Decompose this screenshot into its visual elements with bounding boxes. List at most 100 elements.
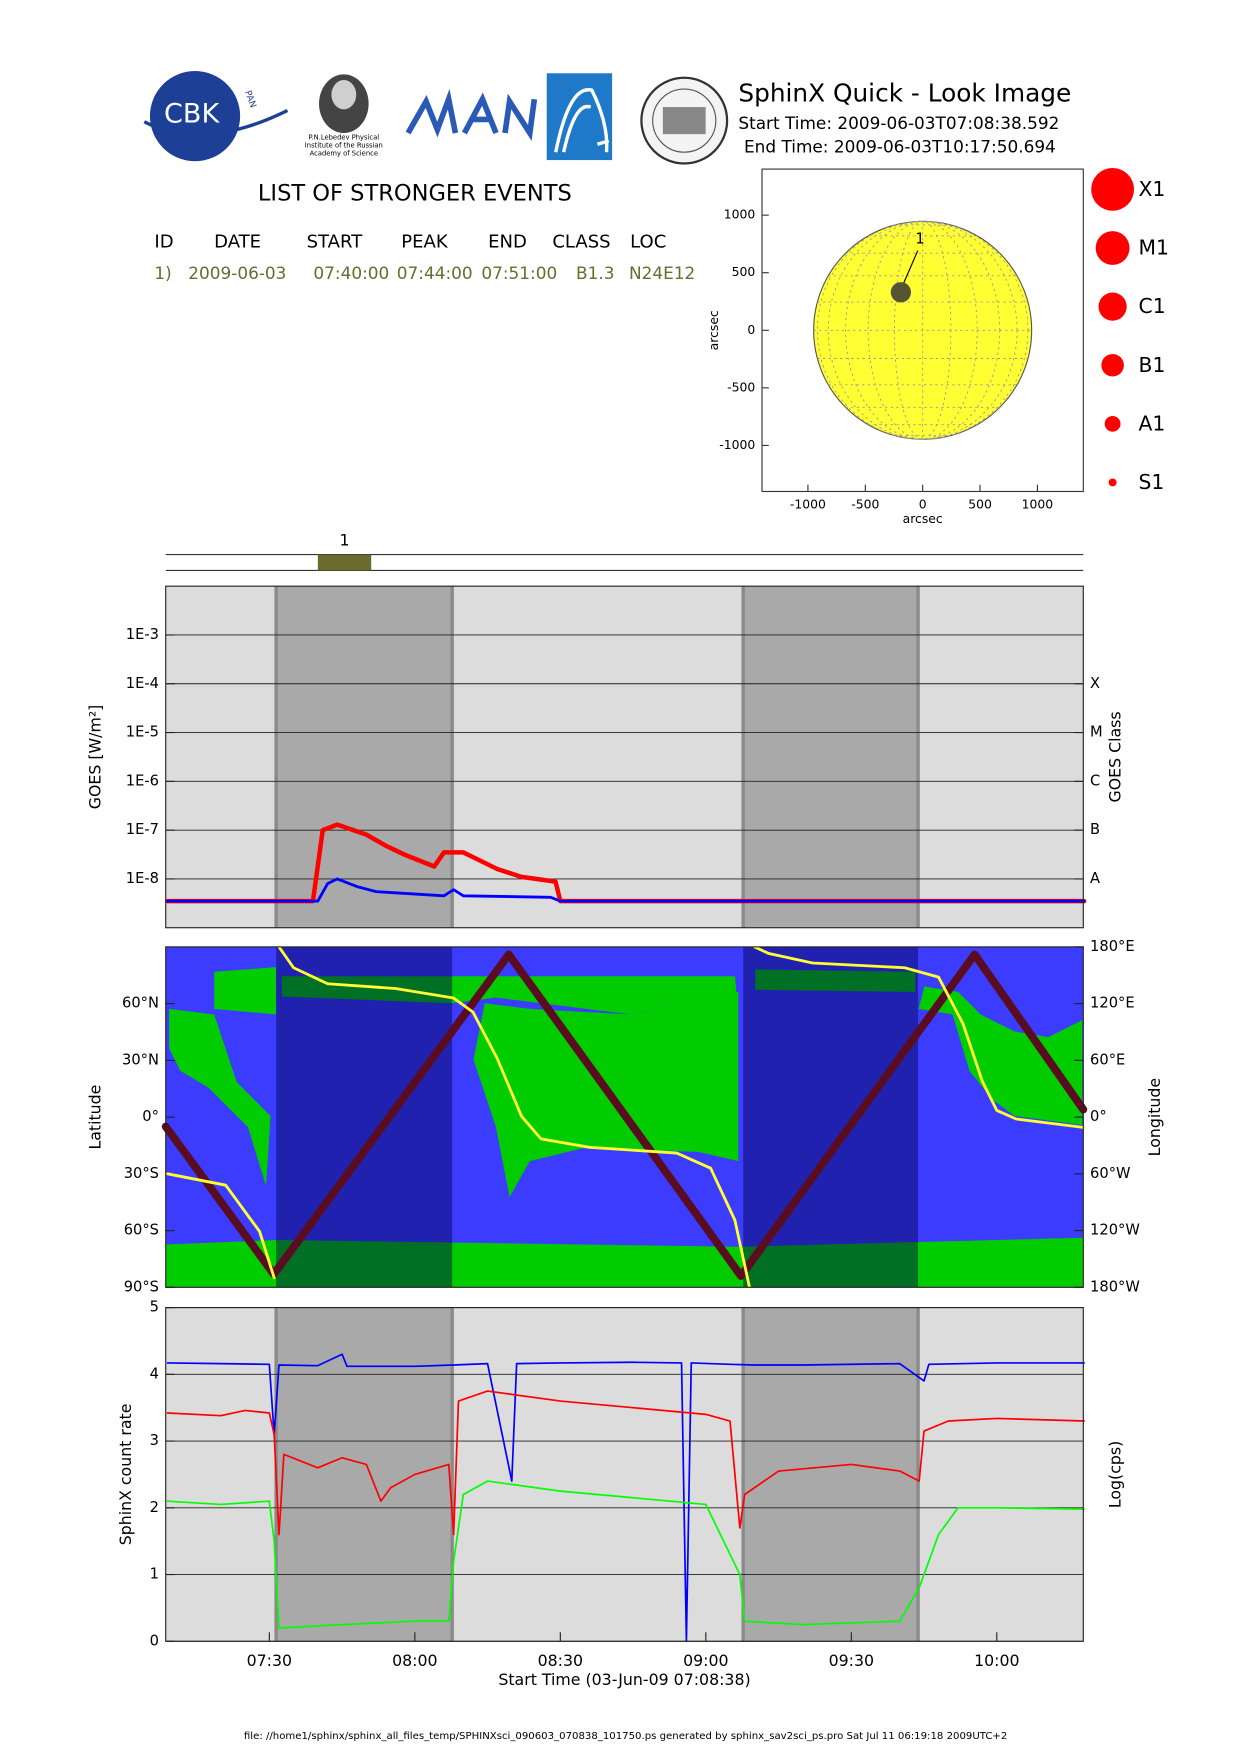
shaded-interval xyxy=(276,586,453,928)
y-axis-label: Latitude xyxy=(85,1085,104,1150)
seal-building xyxy=(662,107,706,135)
x-tick-label: -1000 xyxy=(790,497,826,512)
table-header: LOC xyxy=(630,231,666,252)
legend-label: C1 xyxy=(1139,294,1166,318)
y-tick-label: 1E-4 xyxy=(126,675,159,692)
plot-frame xyxy=(165,1307,1084,1642)
logo-arcs xyxy=(554,88,610,153)
institute-line: Academy of Science xyxy=(310,149,378,157)
x-axis-label: arcsec xyxy=(903,511,943,526)
legend-marker xyxy=(1095,231,1130,265)
y2-tick-label: A xyxy=(1090,870,1100,887)
y-tick-label: 60°S xyxy=(124,1222,159,1239)
plot-frame xyxy=(165,585,1084,929)
data-line xyxy=(166,1353,1085,1643)
y-tick-label: 0° xyxy=(142,1108,159,1125)
sheet-title: SphinX Quick - Look Image xyxy=(738,79,1071,108)
y-tick-label: 1E-7 xyxy=(126,821,159,838)
y2-tick-label: B xyxy=(1090,821,1100,838)
footer: file: //home1/sphinx/sphinx_all_files_te… xyxy=(244,1731,1007,1742)
y-tick-label: 1000 xyxy=(724,207,756,222)
table-cell: 07:40:00 xyxy=(313,263,389,283)
table-cell: 07:44:00 xyxy=(397,263,473,283)
x-tick-label: 10:00 xyxy=(974,1651,1019,1670)
y-tick-label: 1E-8 xyxy=(126,870,159,887)
table-header: START xyxy=(307,231,364,252)
logo-stroke xyxy=(461,92,499,135)
x-tick-label: 1000 xyxy=(1022,497,1054,512)
logo-text: CBK xyxy=(164,98,220,129)
y-tick-label: 0 xyxy=(150,1632,159,1649)
shaded-interval xyxy=(743,1307,919,1642)
y2-axis-label: Longitude xyxy=(1145,1078,1164,1156)
shaded-interval xyxy=(743,586,919,928)
event-marker xyxy=(890,282,912,303)
table-cell: 2009-06-03 xyxy=(188,263,286,283)
event-pointer xyxy=(902,250,919,285)
legend-marker xyxy=(1091,167,1135,211)
institute-line: P.N.Lebedev Physical xyxy=(309,134,380,142)
legend-label: M1 xyxy=(1139,236,1169,260)
data-line xyxy=(166,1390,1085,1536)
x-tick-label: 09:00 xyxy=(683,1651,728,1670)
y2-axis-label: Log(cps) xyxy=(1105,1441,1124,1508)
event-label: 1 xyxy=(915,230,924,247)
table-header: END xyxy=(488,231,527,252)
y-axis-label: SphinX count rate xyxy=(116,1404,135,1546)
y-tick-label: 1E-3 xyxy=(126,626,159,643)
x-tick-label: 0 xyxy=(919,497,927,512)
end-time: End Time: 2009-06-03T10:17:50.694 xyxy=(744,137,1056,157)
lebedev-logo: P.N.Lebedev Physical Institute of the Ru… xyxy=(305,74,383,157)
coverage-region xyxy=(918,986,1083,1125)
logo-stroke xyxy=(405,88,459,138)
y2-tick-label: 60°E xyxy=(1090,1051,1125,1068)
y2-tick-label: X xyxy=(1090,675,1100,692)
y-tick-label: 1E-6 xyxy=(126,772,159,789)
legend-label: B1 xyxy=(1139,353,1166,377)
y-tick-label: 30°N xyxy=(122,1051,159,1068)
y2-tick-label: 120°E xyxy=(1090,995,1135,1012)
data-line xyxy=(166,877,1086,903)
x-tick-label: -500 xyxy=(851,497,879,512)
x-tick-label: 500 xyxy=(968,497,992,512)
y2-tick-label: 120°W xyxy=(1090,1222,1140,1239)
x-tick-label: 08:00 xyxy=(392,1651,437,1670)
y2-tick-label: 60°W xyxy=(1090,1165,1130,1182)
table-header: DATE xyxy=(214,231,261,252)
y-tick-label: 0 xyxy=(747,322,755,337)
plot-frame xyxy=(165,946,1084,1288)
legend-label: A1 xyxy=(1139,411,1166,435)
legend-label: S1 xyxy=(1139,470,1165,494)
data-line xyxy=(161,950,1088,1280)
y-tick-label: 90°S xyxy=(124,1278,159,1295)
legend-marker xyxy=(1098,292,1127,321)
legend-marker xyxy=(1108,478,1117,487)
y-tick-label: 1E-5 xyxy=(126,724,159,741)
y-axis-label: GOES [W/m²] xyxy=(85,705,104,810)
seal-inner xyxy=(652,88,717,153)
table-header: PEAK xyxy=(401,231,449,252)
y2-axis-label: GOES Class xyxy=(1105,711,1124,802)
university-seal xyxy=(640,76,729,165)
event-bar xyxy=(317,554,372,571)
y-tick-label: 500 xyxy=(732,264,756,279)
table-cell: B1.3 xyxy=(576,263,614,283)
table-header: ID xyxy=(154,231,173,252)
data-line xyxy=(166,945,1086,1289)
y2-tick-label: C xyxy=(1090,772,1100,789)
start-time: Start Time: 2009-06-03T07:08:38.592 xyxy=(738,113,1059,133)
y2-tick-label: 180°W xyxy=(1090,1278,1140,1295)
y2-tick-label: 180°E xyxy=(1090,938,1135,955)
legend-marker xyxy=(1104,415,1121,432)
institute-line: Institute of the Russian xyxy=(305,141,383,149)
logo-swoosh xyxy=(143,108,289,137)
logo-stroke xyxy=(502,93,538,141)
coverage-region xyxy=(281,976,739,1015)
coverage-region xyxy=(755,969,916,992)
table-cell: 07:51:00 xyxy=(481,263,557,283)
coverage-region xyxy=(165,1237,1084,1288)
iki-logo xyxy=(546,73,613,161)
y2-tick-label: M xyxy=(1090,724,1103,741)
logo-circle xyxy=(149,71,241,162)
